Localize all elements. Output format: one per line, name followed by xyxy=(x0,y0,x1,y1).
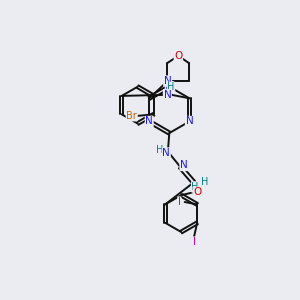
Text: O: O xyxy=(193,187,201,197)
Text: H: H xyxy=(201,177,209,188)
Text: N: N xyxy=(164,90,171,100)
Text: H: H xyxy=(191,182,199,192)
Text: H: H xyxy=(167,82,175,92)
Text: I: I xyxy=(178,197,181,207)
Text: N: N xyxy=(146,116,153,127)
Text: Br: Br xyxy=(126,111,137,121)
Text: N: N xyxy=(165,82,173,92)
Text: O: O xyxy=(174,51,182,61)
Text: N: N xyxy=(164,76,172,86)
Text: H: H xyxy=(156,145,163,155)
Text: N: N xyxy=(163,148,170,158)
Text: I: I xyxy=(193,237,196,247)
Text: N: N xyxy=(185,116,193,127)
Text: N: N xyxy=(180,160,188,170)
